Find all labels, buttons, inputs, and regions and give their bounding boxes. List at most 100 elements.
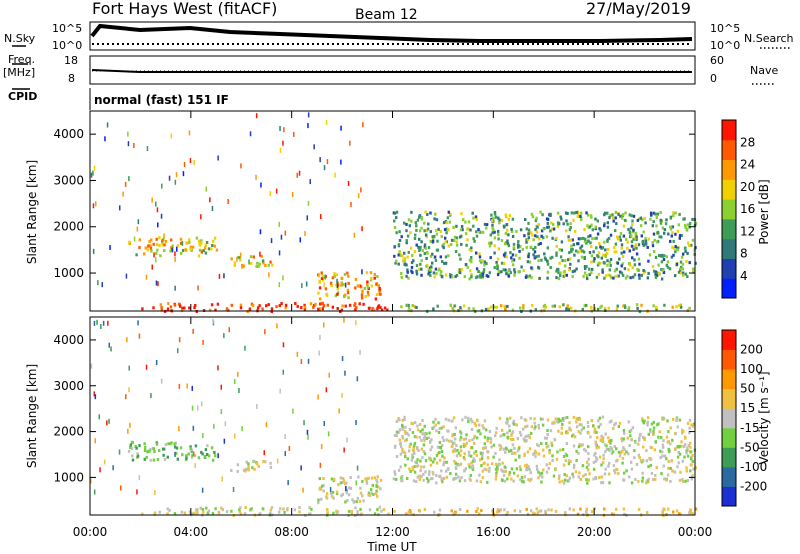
echo-cell: [691, 217, 694, 221]
echo-cell: [627, 227, 630, 231]
echo-cell: [215, 248, 219, 252]
echo-cell: [494, 434, 497, 438]
echo-cell-sparse: [174, 257, 176, 262]
echo-cell: [469, 417, 472, 421]
echo-cell: [660, 268, 663, 272]
echo-cell: [572, 466, 576, 470]
echo-cell: [138, 238, 141, 242]
echo-cell: [423, 229, 426, 233]
echo-cell: [597, 445, 601, 449]
echo-cell: [458, 235, 462, 239]
echo-cell: [587, 463, 590, 467]
echo-cell: [540, 234, 543, 238]
echo-cell: [671, 305, 674, 309]
echo-cell: [238, 510, 242, 514]
echo-cell: [669, 466, 672, 470]
echo-cell: [653, 448, 656, 452]
echo-cell-sparse: [124, 181, 127, 187]
echo-cell: [584, 449, 588, 453]
echo-cell: [239, 306, 243, 310]
echo-cell: [451, 444, 454, 448]
echo-cell: [406, 270, 409, 274]
echo-cell: [519, 478, 522, 482]
nsky-tick-bottom: 10^0: [52, 39, 82, 52]
echo-cell: [615, 250, 618, 254]
echo-cell: [661, 268, 664, 272]
echo-cell: [550, 221, 553, 225]
echo-cell: [496, 467, 499, 471]
echo-cell: [659, 221, 663, 225]
echo-cell: [559, 448, 562, 452]
echo-cell: [195, 508, 198, 512]
echo-cell: [675, 262, 679, 266]
echo-cell: [262, 261, 265, 265]
echo-cell: [616, 235, 619, 239]
echo-cell: [692, 467, 695, 471]
echo-cell: [479, 271, 482, 275]
echo-cell: [585, 460, 589, 464]
echo-cell: [558, 248, 561, 252]
echo-cell-sparse: [178, 337, 181, 343]
freq-tick-top: 18: [64, 54, 78, 67]
echo-cell: [427, 246, 431, 250]
echo-cell: [690, 475, 694, 479]
echo-cell-sparse: [151, 197, 153, 203]
echo-cell-sparse: [137, 219, 140, 225]
echo-cell: [326, 508, 329, 511]
echo-cell: [160, 306, 163, 310]
echo-cell: [606, 211, 609, 215]
echo-cell: [603, 507, 606, 511]
echo-cell: [655, 224, 658, 228]
echo-cell: [409, 442, 412, 446]
echo-cell: [564, 259, 567, 263]
echo-cell-sparse: [155, 280, 158, 286]
echo-cell: [434, 267, 438, 271]
echo-cell: [571, 434, 574, 438]
echo-cell: [536, 225, 539, 229]
echo-cell: [375, 293, 379, 297]
freq-label: Freq.: [8, 53, 35, 66]
echo-cell: [614, 216, 617, 220]
echo-cell-sparse: [213, 423, 215, 429]
echo-cell: [627, 306, 631, 310]
echo-cell: [609, 439, 612, 443]
echo-cell: [244, 506, 247, 509]
echo-cell: [322, 275, 326, 279]
echo-cell: [577, 430, 580, 434]
echo-cell: [143, 449, 147, 452]
echo-cell: [444, 417, 448, 421]
echo-cell-sparse: [133, 143, 135, 148]
echo-cell: [377, 284, 380, 288]
echo-cell: [633, 273, 637, 277]
echo-cell: [561, 422, 564, 426]
echo-cell: [361, 479, 364, 483]
echo-cell: [407, 218, 411, 222]
echo-cell: [588, 267, 591, 271]
echo-cell-sparse: [323, 282, 325, 288]
echo-cell: [429, 230, 432, 234]
echo-cell: [524, 464, 527, 468]
power-frame: [89, 110, 696, 312]
echo-cell: [262, 460, 265, 463]
echo-cell: [421, 419, 424, 422]
echo-cell-sparse: [108, 418, 110, 424]
echo-cell: [489, 440, 492, 444]
echo-cell: [342, 479, 346, 483]
echo-cell-sparse: [136, 226, 139, 232]
echo-cell: [481, 451, 484, 455]
echo-cell-sparse: [249, 131, 252, 137]
echo-cell: [444, 240, 447, 244]
echo-cell: [355, 500, 358, 504]
echo-cell: [282, 507, 285, 511]
echo-cell: [510, 227, 513, 231]
echo-cell: [397, 243, 401, 247]
echo-cell: [584, 473, 587, 477]
echo-cell: [504, 268, 507, 272]
echo-cell: [633, 456, 636, 460]
colorbar-segment: [722, 349, 736, 370]
echo-cell: [662, 271, 666, 274]
echo-cell-sparse: [313, 144, 315, 150]
echo-cell: [453, 449, 457, 453]
echo-cell: [519, 468, 522, 472]
echo-cell: [622, 213, 625, 217]
